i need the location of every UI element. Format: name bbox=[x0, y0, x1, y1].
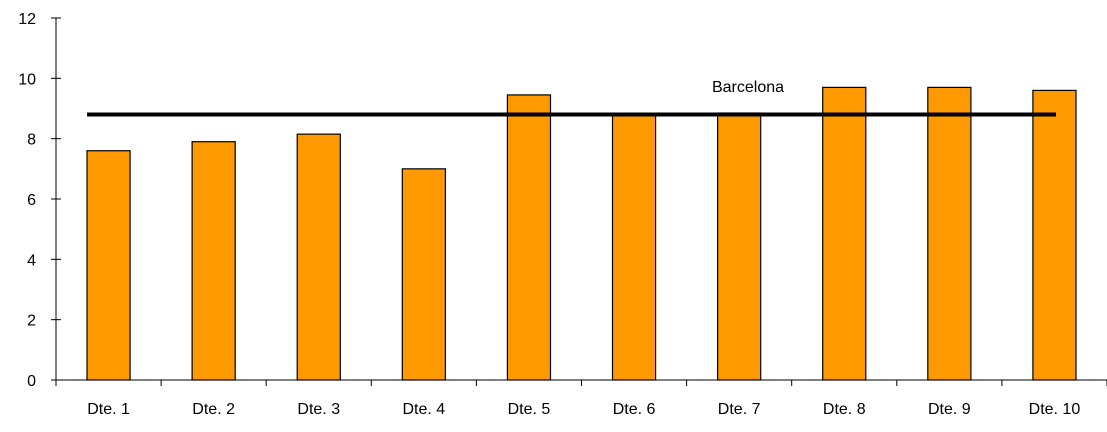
y-tick-label: 4 bbox=[27, 252, 36, 269]
bar-2 bbox=[191, 141, 236, 381]
bars bbox=[86, 86, 1077, 381]
bar-4 bbox=[401, 168, 446, 381]
bar-1 bbox=[86, 150, 131, 381]
bar-10 bbox=[1032, 89, 1077, 381]
y-tick-label: 8 bbox=[27, 132, 36, 149]
y-tick-label: 0 bbox=[27, 373, 36, 390]
x-tick-label: Dte. 7 bbox=[718, 401, 761, 418]
reference-line-group: Barcelona bbox=[87, 79, 1056, 117]
bar-7 bbox=[717, 112, 762, 381]
x-tick-label: Dte. 9 bbox=[928, 401, 971, 418]
x-tick-label: Dte. 6 bbox=[613, 401, 656, 418]
x-tick-label: Dte. 2 bbox=[192, 401, 235, 418]
y-tick-label: 12 bbox=[18, 11, 36, 28]
x-tick-label: Dte. 8 bbox=[823, 401, 866, 418]
tick-labels: 0 2 4 6 8 10 12 Dte. 1 Dte. 2 Dte. 3 Dte. 4 Dte. 5 D… bbox=[18, 11, 1080, 418]
bar-5 bbox=[506, 94, 552, 381]
x-tick-label: Dte. 3 bbox=[297, 401, 340, 418]
bar-3 bbox=[296, 133, 341, 381]
x-tick-label: Dte. 1 bbox=[87, 401, 130, 418]
bar-9 bbox=[927, 86, 972, 381]
x-tick-label: Dte. 10 bbox=[1029, 401, 1081, 418]
bar-6 bbox=[611, 113, 657, 381]
y-tick-label: 2 bbox=[27, 313, 36, 330]
y-tick-label: 6 bbox=[27, 192, 36, 209]
bar-8 bbox=[822, 86, 867, 381]
x-tick-label: Dte. 5 bbox=[508, 401, 551, 418]
x-tick-label: Dte. 4 bbox=[403, 401, 446, 418]
y-tick-label: 10 bbox=[18, 71, 36, 88]
reference-line-label: Barcelona bbox=[712, 79, 784, 96]
